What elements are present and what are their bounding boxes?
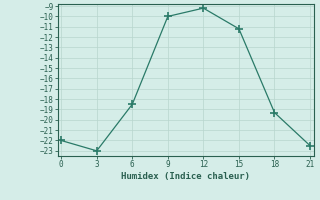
X-axis label: Humidex (Indice chaleur): Humidex (Indice chaleur): [121, 172, 250, 181]
